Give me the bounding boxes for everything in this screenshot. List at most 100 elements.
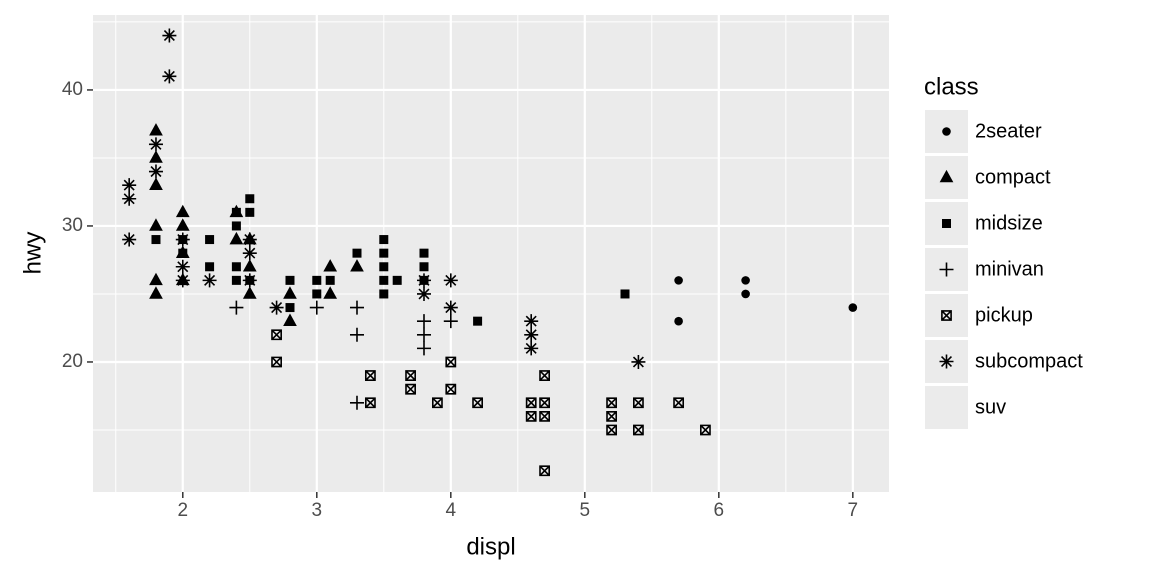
point <box>524 327 539 342</box>
point <box>148 164 163 179</box>
point <box>151 235 161 245</box>
point <box>323 259 338 272</box>
legend-key <box>925 386 968 429</box>
point <box>271 329 282 341</box>
point <box>122 232 137 247</box>
point <box>472 397 483 409</box>
point <box>229 300 244 315</box>
point <box>352 248 362 258</box>
x-tick-label: 2 <box>177 500 188 521</box>
legend-symbol <box>942 127 951 136</box>
point <box>524 341 539 356</box>
point <box>416 341 431 356</box>
point <box>285 275 295 285</box>
point <box>312 289 322 299</box>
x-tick-label: 7 <box>848 500 859 521</box>
legend-label: compact <box>975 166 1051 188</box>
point <box>416 273 431 288</box>
point <box>122 191 137 206</box>
legend-symbol <box>939 169 954 183</box>
point <box>349 300 364 315</box>
point <box>149 123 163 136</box>
point <box>431 397 443 409</box>
point <box>175 232 190 247</box>
point <box>405 370 416 381</box>
point <box>364 397 376 409</box>
point <box>245 207 255 217</box>
point <box>606 424 618 436</box>
point <box>379 248 389 258</box>
point <box>242 259 257 272</box>
point <box>269 300 284 315</box>
point <box>445 356 457 368</box>
point <box>419 248 429 258</box>
point <box>149 177 163 190</box>
legend-label: midsize <box>975 212 1043 234</box>
point <box>379 235 389 245</box>
point <box>231 207 241 217</box>
point <box>231 262 241 272</box>
point <box>416 314 431 329</box>
y-tick-label: 20 <box>62 351 83 372</box>
point <box>149 150 163 163</box>
point <box>285 303 295 313</box>
point <box>525 410 537 422</box>
point <box>392 275 402 285</box>
x-tick-label: 4 <box>446 500 457 521</box>
point <box>283 286 297 299</box>
x-tick-label: 6 <box>714 500 725 521</box>
point <box>473 316 483 326</box>
point <box>175 273 190 288</box>
point <box>405 383 416 395</box>
marks <box>122 28 858 477</box>
legend-symbol <box>939 354 954 369</box>
point <box>231 221 241 231</box>
point <box>741 289 750 299</box>
panel <box>93 15 889 492</box>
point <box>416 286 431 301</box>
point <box>229 231 244 245</box>
point <box>364 370 376 381</box>
point <box>633 397 644 409</box>
point <box>349 327 364 342</box>
point <box>242 246 257 261</box>
point <box>419 262 429 272</box>
point <box>312 275 322 285</box>
axes: 2 3 4 5 6 7 20 30 40 <box>62 79 858 521</box>
legend-label: subcompact <box>975 350 1083 372</box>
y-axis-title: hwy <box>19 232 46 275</box>
legend: 2seater compact midsize minivan pickup subcom… <box>925 110 1083 429</box>
point <box>122 178 137 193</box>
point <box>620 289 630 299</box>
point <box>175 218 190 231</box>
point <box>149 286 163 299</box>
point <box>245 194 255 204</box>
point <box>700 424 711 436</box>
legend-label: minivan <box>975 258 1044 280</box>
point <box>323 286 338 299</box>
legend-title: class <box>924 73 979 100</box>
point <box>325 275 335 285</box>
point <box>443 273 458 288</box>
point <box>445 383 457 395</box>
grid <box>93 15 889 492</box>
point <box>242 286 257 299</box>
x-tick-label: 5 <box>580 500 591 521</box>
legend-symbol <box>942 219 951 228</box>
point <box>178 248 188 258</box>
point <box>539 370 551 381</box>
point <box>379 289 389 299</box>
point <box>349 395 364 410</box>
point <box>202 273 217 288</box>
y-tick-label: 30 <box>62 215 83 236</box>
point <box>633 424 644 436</box>
point <box>162 28 177 43</box>
point <box>741 276 750 285</box>
point <box>539 397 551 409</box>
point <box>175 204 190 218</box>
point <box>231 275 241 285</box>
legend-symbol <box>939 262 954 277</box>
point <box>149 272 163 286</box>
point <box>606 410 618 422</box>
